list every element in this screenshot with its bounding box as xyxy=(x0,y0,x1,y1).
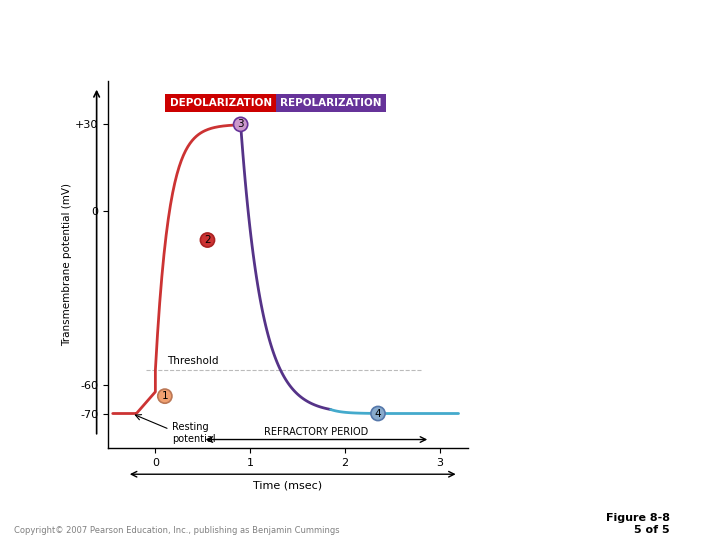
Text: REFRACTORY PERIOD: REFRACTORY PERIOD xyxy=(264,427,369,437)
Text: 2: 2 xyxy=(204,235,211,245)
Text: 3: 3 xyxy=(238,119,244,130)
Text: Resting
potential: Resting potential xyxy=(172,422,216,444)
Text: Threshold: Threshold xyxy=(167,356,218,366)
Text: DEPOLARIZATION: DEPOLARIZATION xyxy=(170,98,271,107)
Text: Figure 8-8
5 of 5: Figure 8-8 5 of 5 xyxy=(606,513,670,535)
Text: Copyright© 2007 Pearson Education, Inc., publishing as Benjamin Cummings: Copyright© 2007 Pearson Education, Inc.,… xyxy=(14,525,340,535)
Text: Time (msec): Time (msec) xyxy=(253,480,323,490)
Text: 1: 1 xyxy=(161,391,168,401)
Text: REPOLARIZATION: REPOLARIZATION xyxy=(280,98,382,107)
Text: 4: 4 xyxy=(374,408,382,418)
Y-axis label: Transmembrane potential (mV): Transmembrane potential (mV) xyxy=(62,183,72,346)
